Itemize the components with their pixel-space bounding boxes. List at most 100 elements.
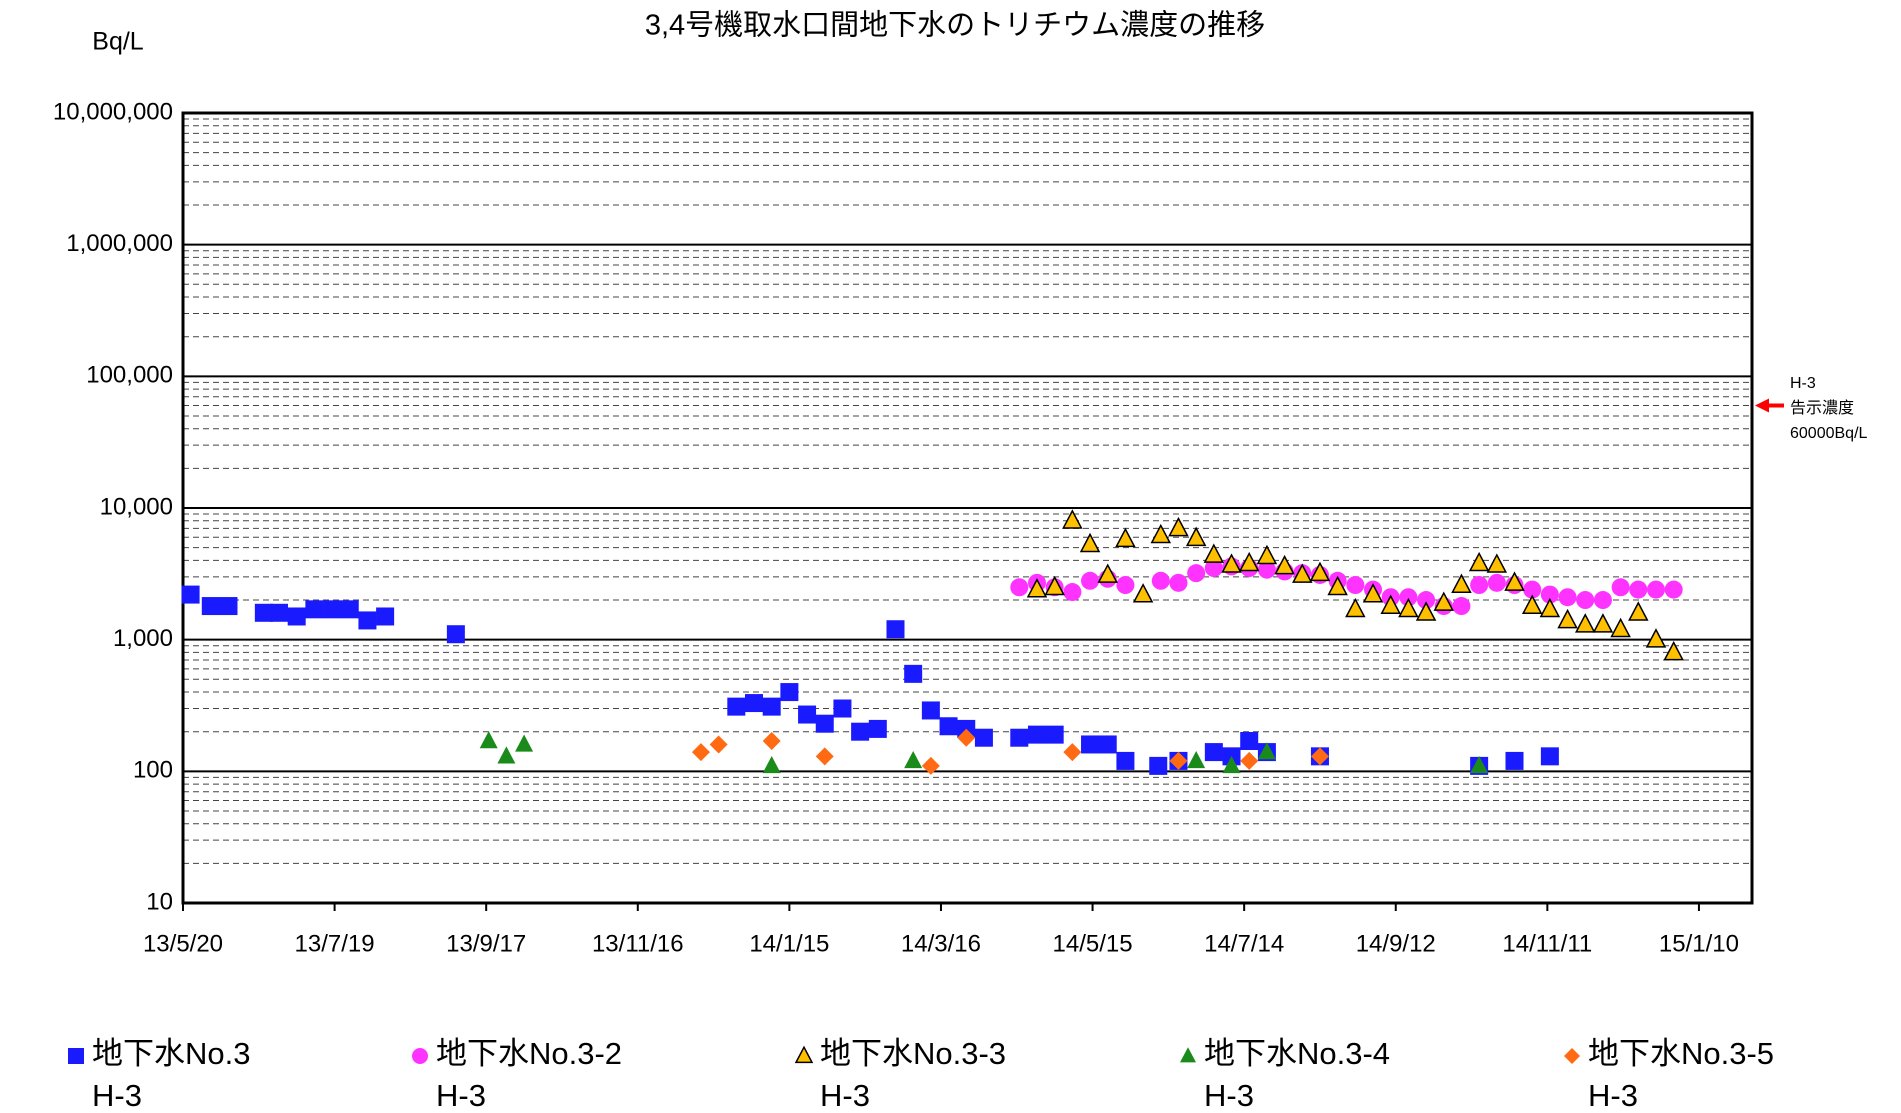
- data-point: [515, 734, 534, 752]
- data-point: [1026, 578, 1048, 598]
- data-point: [1346, 576, 1365, 595]
- x-tick-label: 15/1/10: [1659, 930, 1739, 957]
- data-point: [1256, 544, 1278, 565]
- legend-sublabel: H-3: [1204, 1078, 1254, 1113]
- data-point: [254, 603, 273, 622]
- data-point: [479, 731, 498, 749]
- data-point: [1504, 571, 1525, 591]
- data-point: [1487, 573, 1506, 592]
- data-point: [1240, 731, 1259, 750]
- data-point: [1116, 751, 1135, 770]
- data-point: [1470, 755, 1489, 774]
- plot-frame: [181, 111, 1754, 905]
- data-point: [1398, 597, 1419, 618]
- data-point: [1116, 576, 1135, 595]
- data-point: [1523, 580, 1542, 599]
- y-tick-label: 1,000,000: [66, 230, 173, 257]
- data-point: [1132, 583, 1154, 603]
- x-tick-label: 13/11/16: [592, 930, 684, 957]
- data-point: [1611, 578, 1630, 597]
- data-point: [762, 697, 781, 716]
- reference-arrow: [1755, 398, 1784, 413]
- data-point: [815, 714, 834, 733]
- y-tick-label: 10,000,000: [53, 98, 173, 125]
- x-tick-label: 13/9/17: [446, 930, 526, 957]
- data-point: [358, 611, 377, 630]
- data-point: [762, 755, 781, 774]
- data-point: [745, 694, 764, 713]
- data-point: [219, 597, 238, 616]
- data-point: [340, 600, 359, 619]
- data-point: [904, 751, 923, 769]
- data-point: [1274, 554, 1295, 575]
- data-point: [1097, 563, 1118, 583]
- data-point: [1027, 725, 1046, 744]
- data-point: [1079, 532, 1101, 553]
- data-point: [323, 600, 342, 619]
- data-point: [1045, 725, 1064, 744]
- data-point: [868, 719, 887, 738]
- y-tick-label: 100,000: [86, 362, 173, 389]
- data-point: [691, 743, 710, 762]
- data-point: [1204, 559, 1223, 578]
- data-point: [1151, 571, 1170, 590]
- data-point: [1309, 561, 1331, 582]
- data-point: [270, 603, 289, 622]
- y-tick-label: 10: [146, 888, 173, 915]
- data-point: [762, 731, 781, 750]
- data-point: [1115, 527, 1136, 548]
- data-point: [939, 717, 958, 736]
- reference-label: 告示濃度: [1790, 399, 1854, 417]
- data-point: [1081, 735, 1100, 754]
- data-point: [1468, 551, 1490, 572]
- reference-label: 60000Bq/L: [1790, 425, 1868, 442]
- data-point: [1557, 608, 1578, 629]
- y-tick-label: 10,000: [100, 493, 173, 520]
- data-point: [1380, 594, 1401, 615]
- reference-label: H-3: [1790, 375, 1816, 392]
- x-tick-label: 14/5/15: [1053, 930, 1133, 957]
- data-point: [709, 735, 728, 754]
- data-point: [1540, 585, 1559, 604]
- data-point: [1187, 564, 1206, 583]
- data-point: [181, 585, 200, 604]
- data-point: [1417, 591, 1436, 610]
- data-point: [1452, 597, 1471, 616]
- data-point: [1433, 591, 1455, 611]
- data-point: [1575, 613, 1596, 633]
- data-point: [1628, 601, 1649, 621]
- data-point: [921, 701, 940, 720]
- data-point: [1540, 747, 1559, 766]
- data-point: [305, 600, 324, 619]
- data-point: [1645, 628, 1667, 648]
- data-point: [1257, 742, 1276, 760]
- data-point: [1399, 588, 1418, 607]
- data-point: [1238, 551, 1260, 572]
- data-point: [1451, 573, 1472, 593]
- data-point: [1169, 751, 1188, 770]
- y-axis-label: Bq/L: [92, 28, 144, 56]
- y-tick-label: 1,000: [113, 625, 173, 652]
- data-point: [1257, 560, 1276, 579]
- data-point: [201, 597, 220, 616]
- data-point: [1063, 583, 1082, 602]
- legend-label: 地下水No.3-3: [820, 1036, 1006, 1071]
- legend-marker: [1564, 1048, 1580, 1064]
- data-point: [1185, 526, 1207, 547]
- data-point: [1010, 578, 1029, 597]
- data-point: [1629, 580, 1648, 599]
- x-tick-label: 13/5/20: [143, 930, 223, 957]
- data-point: [798, 705, 817, 724]
- data-point: [1576, 591, 1595, 610]
- data-point: [1010, 728, 1029, 747]
- data-point: [1240, 751, 1259, 770]
- data-point: [1592, 613, 1614, 633]
- legend-label: 地下水No.3-4: [1204, 1036, 1390, 1071]
- data-point: [1221, 553, 1242, 573]
- y-tick-label: 100: [133, 757, 173, 784]
- data-point: [1415, 601, 1437, 621]
- data-point: [497, 746, 516, 764]
- data-point: [1168, 516, 1189, 537]
- data-point: [1204, 743, 1223, 762]
- data-point: [1187, 751, 1206, 769]
